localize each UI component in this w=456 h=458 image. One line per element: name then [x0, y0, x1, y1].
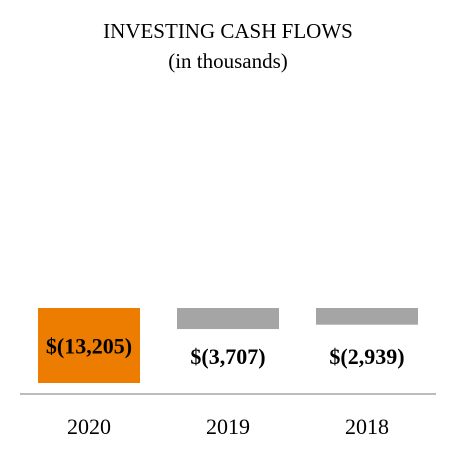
bar-group [38, 308, 418, 383]
data-label-2019: $(3,707) [190, 344, 265, 369]
data-label-2018: $(2,939) [329, 344, 404, 369]
chart-title: INVESTING CASH FLOWS [103, 19, 353, 43]
data-label-2020: $(13,205) [46, 334, 132, 359]
bar-2019 [177, 308, 279, 330]
x-tick-label-2020: 2020 [67, 414, 111, 439]
chart-subtitle: (in thousands) [168, 49, 288, 73]
bar-2020 [38, 308, 140, 383]
x-tick-label-2018: 2018 [345, 414, 389, 439]
data-label-group: $(13,205) $(3,707) $(2,939) [46, 334, 405, 370]
x-tick-label-group: 2020 2019 2018 [67, 414, 389, 439]
bar-2018 [316, 308, 418, 325]
x-tick-label-2019: 2019 [206, 414, 250, 439]
